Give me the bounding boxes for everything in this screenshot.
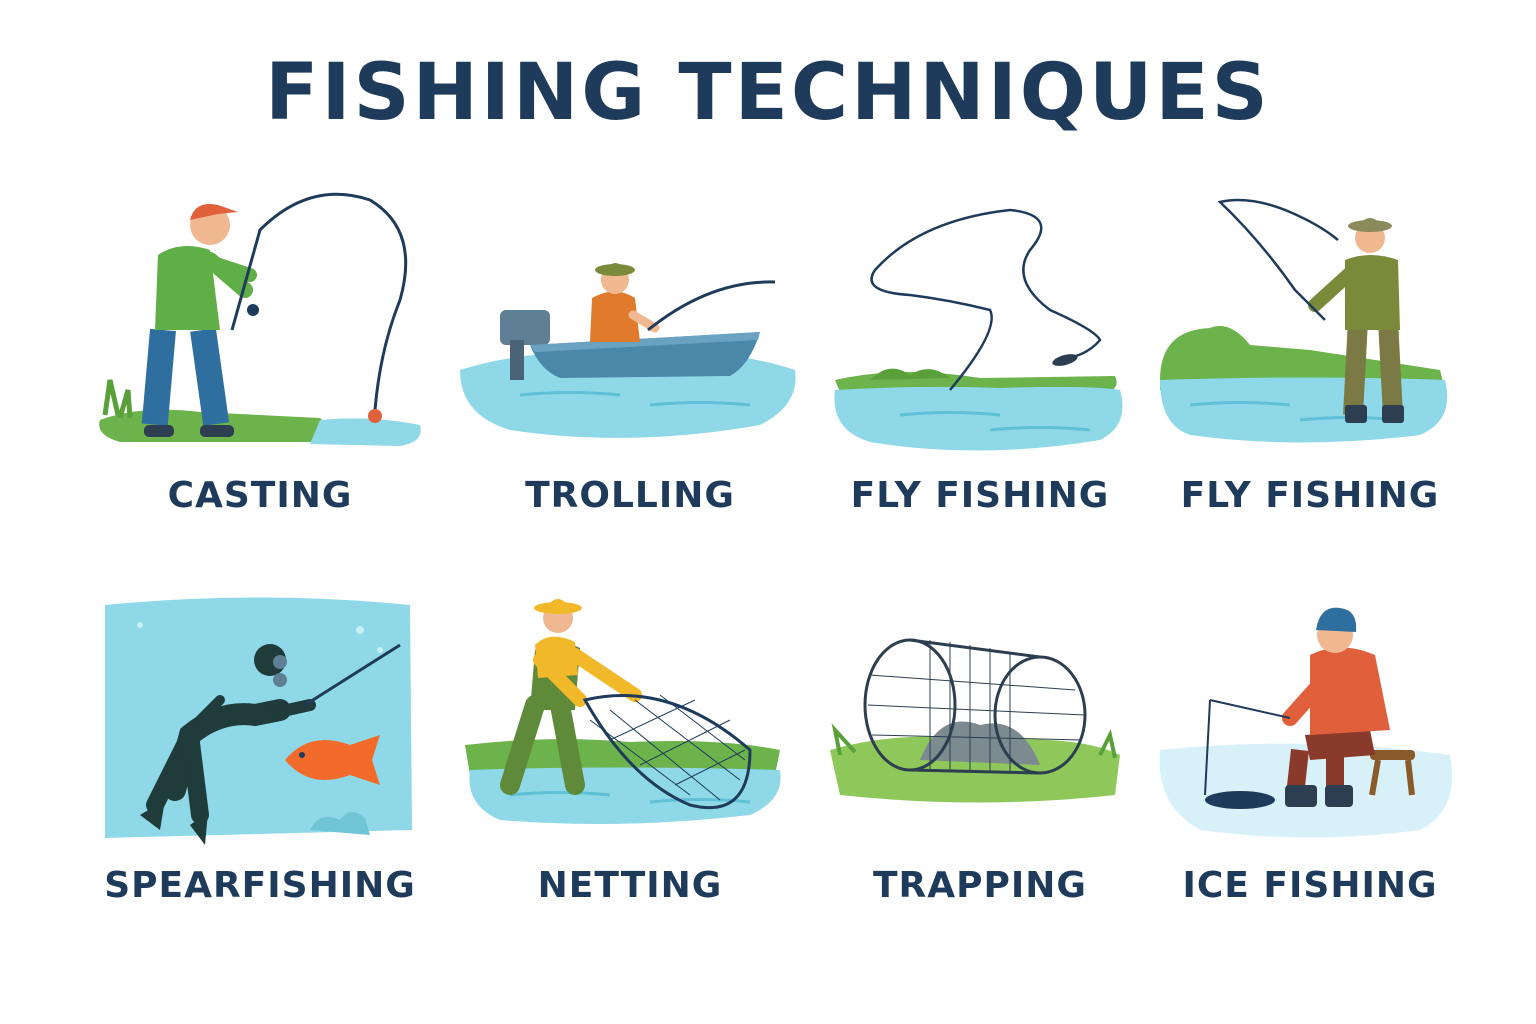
technique-label: CASTING bbox=[167, 475, 353, 516]
casting-icon bbox=[99, 192, 421, 446]
spearfishing-icon bbox=[105, 597, 412, 845]
technique-casting: CASTING bbox=[80, 180, 440, 580]
technique-label: TRAPPING bbox=[873, 865, 1087, 906]
fly-line-icon bbox=[834, 208, 1123, 451]
technique-netting: NETTING bbox=[450, 590, 810, 990]
page-title: FISHING TECHNIQUES bbox=[265, 48, 1271, 138]
technique-fly-fishing-wading: FLY FISHING bbox=[1130, 180, 1490, 580]
fly-fisherman-icon bbox=[1160, 198, 1448, 443]
fish-trap-icon bbox=[830, 638, 1120, 803]
technique-label: TROLLING bbox=[525, 475, 735, 516]
netting-icon bbox=[465, 599, 781, 824]
technique-trapping: TRAPPING bbox=[800, 590, 1160, 990]
technique-ice-fishing: ICE FISHING bbox=[1130, 590, 1490, 990]
technique-trolling: TROLLING bbox=[450, 180, 810, 580]
technique-spearfishing: SPEARFISHING bbox=[80, 590, 440, 990]
technique-label: ICE FISHING bbox=[1182, 865, 1438, 906]
technique-fly-fishing: FLY FISHING bbox=[800, 180, 1160, 580]
technique-label: FLY FISHING bbox=[1180, 475, 1440, 516]
technique-label: SPEARFISHING bbox=[104, 865, 416, 906]
technique-label: NETTING bbox=[537, 865, 723, 906]
ice-fishing-icon bbox=[1159, 607, 1452, 838]
technique-label: FLY FISHING bbox=[850, 475, 1110, 516]
trolling-icon bbox=[460, 263, 796, 438]
